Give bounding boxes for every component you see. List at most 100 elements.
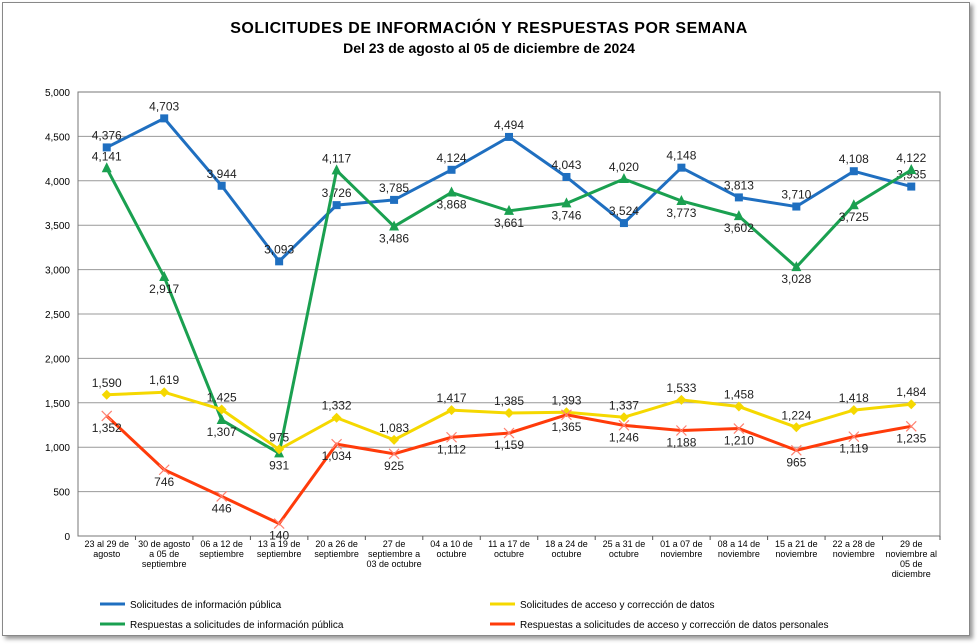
data-point: [159, 387, 170, 398]
data-label: 1,159: [494, 438, 524, 452]
x-tick-label: a 05 de: [149, 549, 179, 559]
data-label: 4,117: [322, 151, 351, 165]
y-tick-label: 2,000: [45, 354, 70, 365]
y-tick-label: 500: [53, 488, 70, 499]
data-point: [388, 448, 400, 460]
data-point: [504, 408, 514, 419]
data-label: 4,043: [551, 158, 581, 172]
data-label: 3,868: [437, 198, 467, 212]
data-point: [849, 167, 858, 176]
data-point: [159, 270, 170, 281]
data-point: [618, 419, 630, 431]
data-label: 746: [154, 475, 174, 489]
data-point: [791, 261, 802, 272]
x-tick-label: 30 de agosto: [138, 539, 190, 549]
legend-label: Respuestas a solicitudes de información …: [130, 620, 344, 631]
data-point: [102, 143, 111, 152]
data-label: 1,235: [896, 431, 926, 445]
y-tick-label: 3,500: [45, 221, 70, 232]
x-tick-label: noviembre: [833, 549, 875, 559]
data-label: 4,703: [149, 99, 179, 113]
data-point: [503, 427, 515, 439]
data-label: 1,352: [92, 421, 122, 435]
x-tick-label: octubre: [551, 549, 581, 559]
x-tick-label: noviembre: [718, 549, 760, 559]
data-label: 2,917: [149, 282, 179, 296]
data-point: [848, 431, 860, 443]
data-point: [101, 389, 112, 400]
y-tick-label: 1,500: [45, 399, 70, 410]
data-label: 1,418: [839, 391, 869, 405]
data-point: [216, 490, 228, 502]
x-tick-label: septiembre: [199, 549, 244, 559]
data-label: 3,725: [839, 210, 869, 224]
data-label: 3,773: [666, 206, 696, 220]
data-label: 3,602: [724, 221, 754, 235]
x-tick-label: 03 de octubre: [367, 559, 422, 569]
x-tick-label: 01 a 07 de: [660, 539, 703, 549]
x-tick-label: septiembre: [142, 559, 187, 569]
x-tick-label: agosto: [93, 549, 120, 559]
data-label: 1,034: [322, 449, 352, 463]
data-label: 3,746: [551, 208, 581, 222]
data-point: [848, 405, 859, 416]
data-label: 1,365: [551, 420, 581, 434]
data-point: [906, 163, 917, 174]
data-label: 3,486: [379, 231, 409, 245]
data-label: 3,726: [322, 186, 352, 200]
data-label: 1,332: [322, 399, 352, 413]
data-label: 1,188: [666, 436, 696, 450]
data-label: 3,093: [264, 242, 294, 256]
data-label: 4,376: [92, 128, 122, 142]
data-point: [446, 405, 457, 416]
data-label: 1,307: [207, 425, 237, 439]
data-point: [561, 197, 572, 208]
data-label: 4,148: [666, 149, 696, 163]
data-point: [906, 399, 917, 410]
legend-label: Solicitudes de acceso y corrección de da…: [520, 600, 715, 611]
data-label: 1,533: [666, 381, 696, 395]
data-point: [101, 410, 113, 422]
data-point: [446, 431, 457, 443]
data-label: 446: [212, 501, 232, 515]
data-point: [217, 181, 226, 190]
data-point: [676, 394, 687, 405]
data-label: 1,337: [609, 398, 639, 412]
data-point: [331, 164, 342, 175]
y-tick-label: 0: [64, 532, 70, 543]
x-tick-label: 23 al 29 de: [84, 539, 129, 549]
legend-label: Solicitudes de información pública: [130, 600, 282, 611]
x-tick-label: octubre: [609, 549, 639, 559]
data-point: [390, 195, 399, 204]
data-label: 1,112: [437, 442, 466, 456]
x-tick-label: 05 de: [900, 559, 923, 569]
data-label: 1,590: [92, 376, 122, 390]
data-label: 1,224: [781, 408, 811, 422]
data-point: [905, 420, 917, 432]
data-point: [675, 425, 687, 436]
y-tick-label: 3,000: [45, 266, 70, 277]
data-label: 1,083: [379, 421, 409, 435]
x-tick-label: octubre: [437, 549, 467, 559]
data-point: [790, 444, 802, 456]
data-point: [733, 423, 745, 434]
data-label: 1,119: [839, 442, 868, 456]
data-label: 925: [384, 459, 404, 473]
x-tick-label: septiembre: [314, 549, 359, 559]
data-label: 3,661: [494, 216, 524, 230]
data-label: 4,122: [896, 151, 926, 165]
y-tick-label: 5,000: [45, 88, 70, 99]
data-label: 3,028: [781, 272, 811, 286]
data-label: 1,619: [149, 373, 179, 387]
data-point: [791, 422, 802, 433]
data-label: 4,141: [92, 149, 122, 163]
data-point: [158, 464, 170, 476]
data-label: 1,417: [437, 391, 467, 405]
data-label: 3,785: [379, 181, 409, 195]
data-point: [618, 412, 629, 423]
x-tick-label: octubre: [494, 549, 524, 559]
data-point: [561, 409, 572, 421]
data-label: 1,385: [494, 394, 524, 408]
x-tick-label: 08 a 14 de: [718, 539, 761, 549]
data-label: 140: [269, 529, 289, 543]
